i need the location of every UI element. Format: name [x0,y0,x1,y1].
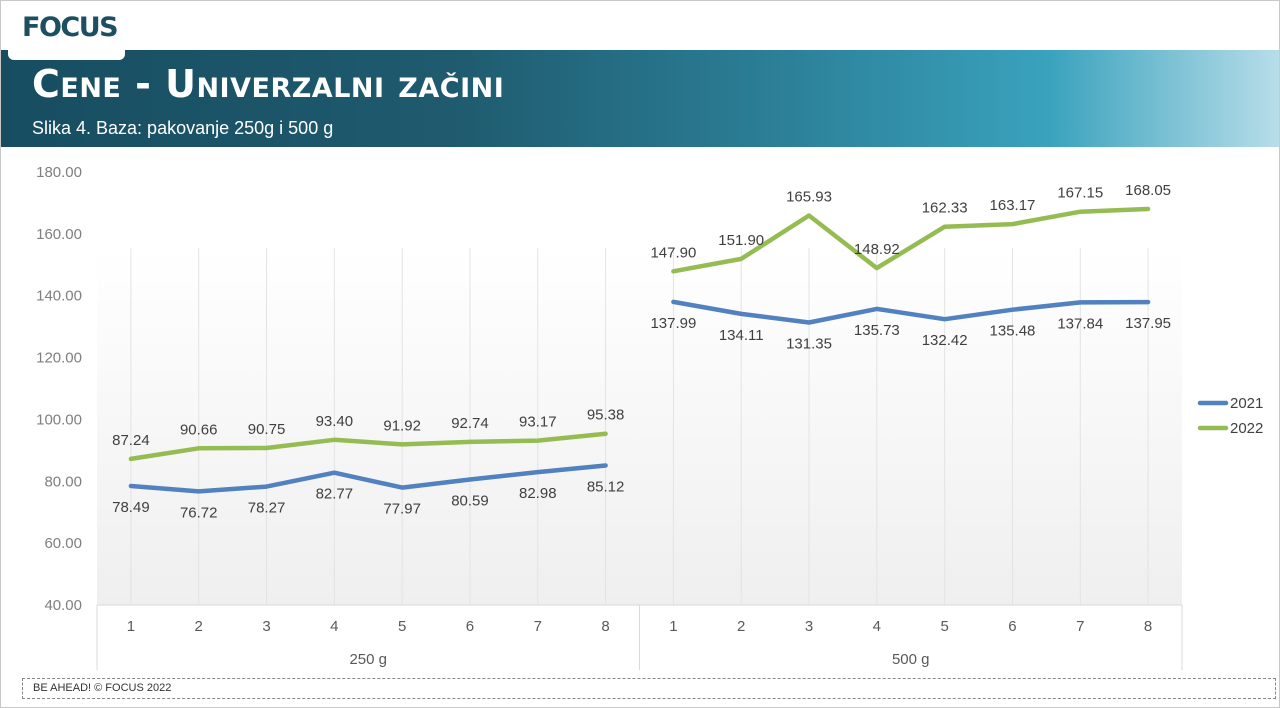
y-tick-label: 80.00 [44,473,82,490]
x-tick-label: 7 [1076,618,1084,635]
series-lines [128,206,1151,494]
x-tick-label: 4 [873,618,881,635]
data-label-2022: 163.17 [990,197,1036,214]
footer-note: BE AHEAD! © FOCUS 2022 [22,678,1276,699]
gridlines [130,248,1149,605]
x-tick-label: 1 [669,618,677,635]
data-label-2022: 168.05 [1125,182,1171,199]
data-label-2021: 80.59 [451,492,489,509]
chart-legend: 2021 2022 [1197,395,1263,437]
data-label-2021: 78.49 [112,499,150,516]
data-label-2022: 147.90 [650,244,696,261]
data-label-2022: 148.92 [854,241,900,258]
x-tick-label: 8 [601,618,609,635]
plot-area-background [97,248,1182,605]
y-tick-label: 60.00 [44,535,82,552]
data-label-2021: 135.73 [854,322,900,339]
data-label-2022: 95.38 [587,407,625,424]
x-tick-label: 3 [805,618,813,635]
axes: 40.00 60.00 80.00 100.00 120.00 140.00 160.00 1… [36,164,1183,670]
data-label-2021: 137.95 [1125,315,1171,332]
y-tick-label: 180.00 [36,164,82,181]
data-label-2021: 131.35 [786,335,832,352]
y-tick-label: 40.00 [44,597,82,614]
data-label-2021: 135.48 [990,323,1036,340]
legend-label-2022: 2022 [1230,420,1263,437]
data-label-2021: 78.27 [248,500,286,517]
logo-container [8,6,125,60]
data-label-2022: 90.75 [248,421,286,438]
y-tick-label: 160.00 [36,226,82,243]
x-tick-label: 2 [195,618,203,635]
x-tick-label: 4 [330,618,338,635]
x-tick-label: 7 [534,618,542,635]
data-label-2021: 77.97 [383,501,421,518]
data-label-2021: 76.72 [180,504,218,521]
x-tick-label: 6 [466,618,474,635]
data-label-2021: 137.99 [650,315,696,332]
data-label-2022: 165.93 [786,189,832,206]
series-line-2021 [671,299,1151,325]
data-label-2021: 137.84 [1057,315,1103,332]
y-tick-label: 120.00 [36,350,82,367]
x-tick-label: 3 [262,618,270,635]
page-subtitle: Slika 4. Baza: pakovanje 250g i 500 g [32,118,334,138]
data-label-2021: 82.98 [519,485,557,502]
legend-label-2021: 2021 [1230,395,1263,412]
y-tick-label: 100.00 [36,411,82,428]
price-line-chart: 40.00 60.00 80.00 100.00 120.00 140.00 160.00 1… [36,164,1263,670]
data-label-2022: 93.40 [316,413,354,430]
data-label-2021: 82.77 [316,486,354,503]
data-label-2022: 91.92 [383,417,421,434]
x-tick-label: 2 [737,618,745,635]
x-tick-label: 8 [1144,618,1152,635]
data-label-2021: 85.12 [587,478,625,495]
data-label-2022: 162.33 [922,200,968,217]
x-tick-label: 5 [398,618,406,635]
data-label-2022: 93.17 [519,414,557,431]
series-line-2021 [128,463,608,494]
x-tick-label: 5 [940,618,948,635]
x-tick-label: 6 [1008,618,1016,635]
data-label-2022: 92.74 [451,415,489,432]
data-labels: 78.49 76.72 78.27 82.77 77.97 80.59 82.98 85.12… [112,182,1171,521]
series-line-2022 [671,206,1151,274]
data-label-2022: 151.90 [718,232,764,249]
data-label-2022: 90.66 [180,421,218,438]
x-group-label: 250 g [349,651,387,668]
data-label-2021: 132.42 [922,332,968,349]
y-tick-label: 140.00 [36,288,82,305]
x-group-label: 500 g [892,651,930,668]
data-label-2022: 167.15 [1057,185,1103,202]
data-label-2022: 87.24 [112,432,150,449]
x-tick-label: 1 [127,618,135,635]
focus-logo: FOCUS [22,12,119,43]
header-banner [1,50,1279,147]
data-label-2021: 134.11 [719,327,764,344]
page-title: Cene - Univerzalni začini [32,62,505,106]
series-line-2022 [128,431,608,462]
